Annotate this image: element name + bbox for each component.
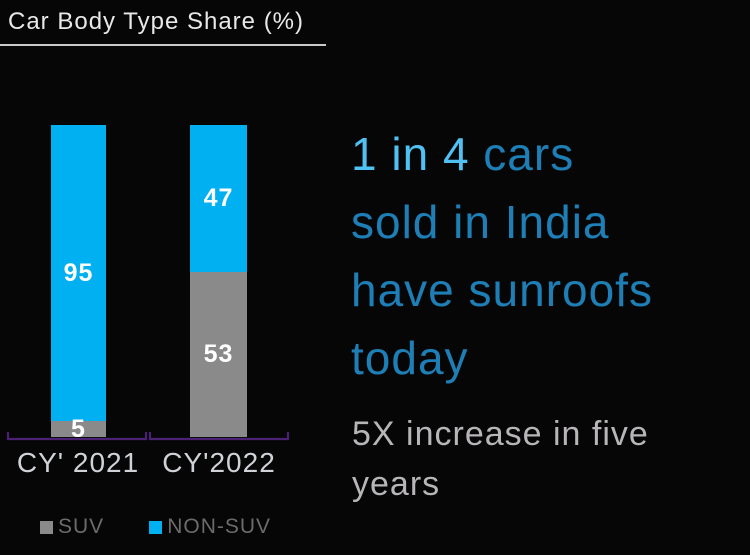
headline-highlight: 1 in 4: [351, 128, 470, 180]
stacked-bar-2: 47 53: [190, 125, 247, 437]
headline: 1 in 4 cars sold in India have sunroofs …: [351, 120, 741, 392]
legend: SUV NON-SUV: [40, 515, 271, 539]
bar-value-label: 47: [203, 183, 234, 212]
legend-label-non-suv: NON-SUV: [167, 515, 272, 538]
stacked-bar-1: 95 5: [51, 125, 106, 441]
subheadline: 5X increase in five years: [352, 415, 649, 503]
title-underline: [0, 44, 326, 46]
legend-label-suv: SUV: [58, 515, 105, 538]
bar-value-label: 53: [203, 339, 234, 368]
suv-swatch-icon: [40, 520, 53, 534]
body-type-share-chart: 95 5 47 53 CY' 2021 CY'2022: [0, 0, 330, 555]
bar-segment-suv: 5: [51, 416, 106, 441]
bar-segment-non-suv: 95: [51, 125, 106, 422]
bar-segment-non-suv: 47: [190, 125, 247, 272]
chart-title: Car Body Type Share (%): [8, 8, 305, 35]
x-axis-label-1: CY' 2021: [16, 447, 140, 478]
bar-segment-suv: 53: [190, 271, 247, 437]
x-axis-label-2: CY'2022: [162, 447, 276, 478]
bar-value-label: 5: [71, 414, 86, 443]
headline-rest: cars sold in India have sunroofs today: [351, 128, 653, 384]
bar-value-label: 95: [63, 258, 94, 287]
non-suv-swatch-icon: [149, 520, 163, 534]
legend-item-non-suv: NON-SUV: [149, 515, 271, 539]
x-axis-bracket: [6, 432, 290, 441]
legend-item-suv: SUV: [40, 515, 104, 539]
